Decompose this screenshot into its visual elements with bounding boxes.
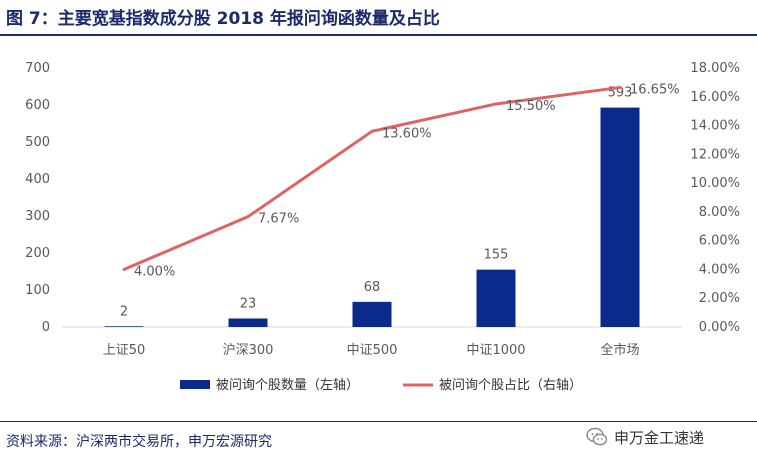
watermark-text: 申万金工速递 — [614, 428, 705, 447]
left-axis-tick: 0 — [42, 320, 50, 335]
line-point — [122, 267, 126, 271]
chart: 0 100 200 300 400 500 600 700 0.00% 2.00% 4.00% 6.… — [25, 61, 740, 393]
bar-data-label: 23 — [240, 296, 257, 311]
bar — [600, 107, 640, 327]
right-axis-tick: 18.00% — [690, 61, 740, 76]
x-axis-categories: 上证50 沪深300 中证500 中证1000 全市场 — [103, 342, 640, 358]
left-axis: 0 100 200 300 400 500 600 700 — [25, 61, 50, 335]
line-data-label: 4.00% — [134, 264, 175, 279]
left-axis-tick: 700 — [25, 61, 50, 76]
line-point — [618, 85, 622, 89]
right-axis-tick: 16.00% — [690, 90, 740, 105]
bar — [104, 326, 144, 327]
title-divider — [0, 34, 757, 36]
legend-bar-label: 被问询个股数量（左轴） — [216, 378, 359, 393]
left-axis-tick: 400 — [25, 172, 50, 187]
left-axis-tick: 600 — [25, 98, 50, 113]
left-axis-tick: 500 — [25, 135, 50, 150]
line-series — [122, 85, 622, 271]
footer-divider — [0, 421, 757, 422]
right-axis-tick: 2.00% — [699, 291, 740, 306]
bar — [476, 269, 516, 327]
line-point — [370, 129, 374, 133]
bar — [228, 318, 268, 327]
wechat-icon — [586, 427, 608, 446]
left-axis-tick: 200 — [25, 246, 50, 261]
line-data-label: 15.50% — [506, 99, 556, 114]
legend-line-label: 被问询个股占比（右轴） — [439, 378, 582, 393]
bar-data-label: 2 — [120, 304, 128, 319]
legend-bar-swatch — [180, 380, 210, 389]
line-data-label: 7.67% — [258, 212, 299, 227]
left-axis-tick: 300 — [25, 209, 50, 224]
right-axis-tick: 10.00% — [690, 176, 740, 191]
line-data-label: 13.60% — [382, 126, 432, 141]
right-axis: 0.00% 2.00% 4.00% 6.00% 8.00% 10.00% 12.00% 14.… — [690, 61, 740, 335]
line-point — [494, 102, 498, 106]
right-axis-tick: 4.00% — [699, 262, 740, 277]
right-axis-tick: 12.00% — [690, 147, 740, 162]
source-note: 资料来源：沪深两市交易所，申万宏源研究 — [6, 434, 272, 450]
x-axis-category: 中证1000 — [466, 343, 525, 358]
legend: 被问询个股数量（左轴） 被问询个股占比（右轴） — [180, 378, 582, 393]
left-axis-tick: 100 — [25, 283, 50, 298]
line-data-labels: 4.00% 7.67% 13.60% 15.50% 16.65% — [134, 82, 680, 279]
line-path — [123, 85, 621, 271]
watermark: 申万金工速递 — [586, 426, 704, 448]
x-axis-category: 中证500 — [347, 343, 398, 358]
x-axis-category: 沪深300 — [223, 342, 274, 358]
x-axis-category: 上证50 — [103, 343, 146, 358]
line-point — [246, 215, 250, 219]
right-axis-tick: 0.00% — [699, 320, 740, 335]
bar-data-label: 68 — [364, 280, 381, 295]
x-axis-category: 全市场 — [600, 342, 639, 358]
right-axis-tick: 8.00% — [699, 205, 740, 220]
right-axis-tick: 14.00% — [690, 119, 740, 134]
right-axis-tick: 6.00% — [699, 234, 740, 249]
bar-data-label: 155 — [484, 248, 509, 263]
bar-series — [104, 107, 640, 327]
chart-title: 图 7：主要宽基指数成分股 2018 年报问询函数量及占比 — [6, 9, 440, 29]
bar — [352, 301, 392, 327]
line-data-label: 16.65% — [630, 82, 680, 97]
